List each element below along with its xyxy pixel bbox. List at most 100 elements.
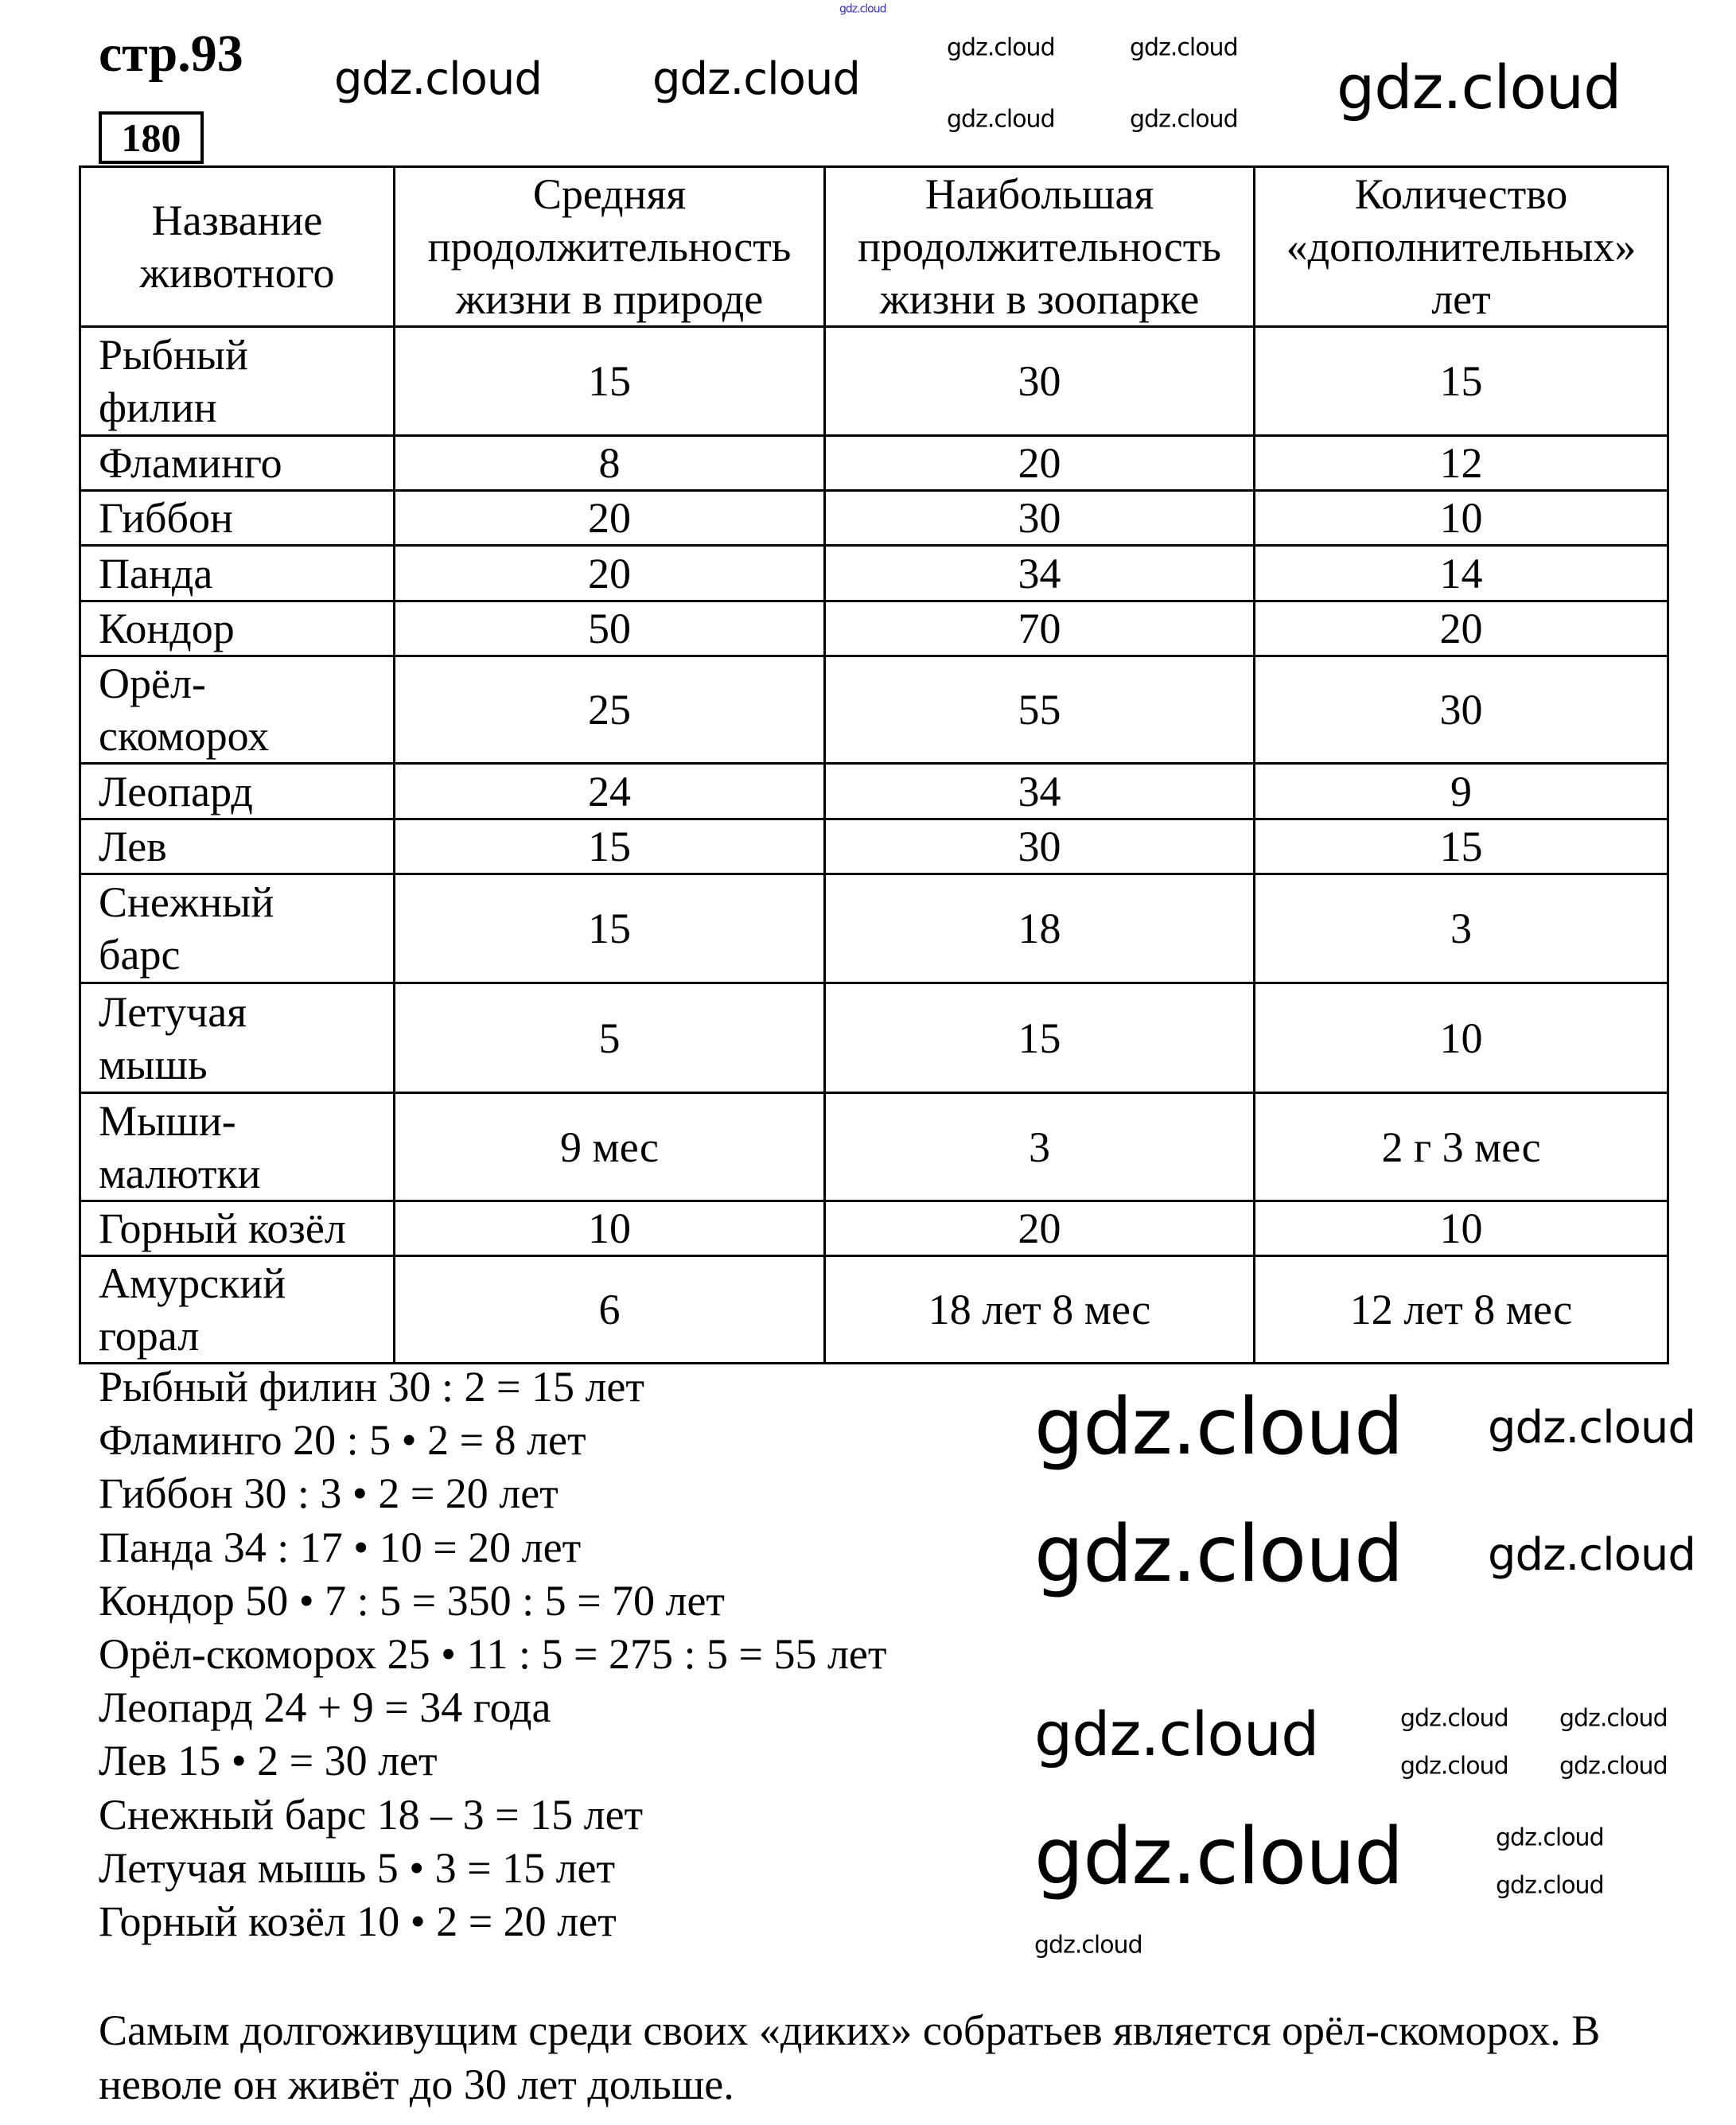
value-cell: 24 (393, 762, 826, 820)
table-header-row: Название животного Средняя продолжительн… (79, 165, 1669, 328)
watermark: gdz.cloud (1130, 33, 1239, 62)
calculation-line: Летучая мышь 5 • 3 = 15 лет (99, 1843, 616, 1892)
value-cell: 10 (1253, 1200, 1669, 1257)
watermark: gdz.cloud (947, 105, 1056, 134)
table-row: Рыбный филин 15 30 15 (79, 325, 1669, 437)
value-cell: 30 (823, 489, 1255, 547)
value-cell: 25 (393, 655, 826, 765)
animal-name-cell: Кондор (79, 600, 395, 657)
value-cell: 34 (823, 544, 1255, 602)
watermark: gdz.cloud (1496, 1823, 1605, 1852)
watermark: gdz.cloud (1488, 1529, 1696, 1582)
watermark: gdz.cloud (1400, 1752, 1509, 1781)
watermark: gdz.cloud (1130, 105, 1239, 134)
animal-name-cell: Горный козёл (79, 1200, 395, 1257)
header-cell: Количество «дополнительных» лет (1253, 165, 1669, 328)
watermark: gdz.cloud (1559, 1704, 1668, 1733)
value-cell: 12 (1253, 434, 1669, 492)
watermark: gdz.cloud (947, 33, 1056, 62)
value-cell: 18 лет 8 мес (823, 1255, 1255, 1364)
table-row: Летучая мышь 5 15 10 (79, 982, 1669, 1094)
animal-name: Мыши-​малютки (99, 1096, 261, 1197)
table-row: Мыши-​малютки 9 мес 3 2 г 3 мес (79, 1092, 1669, 1202)
calculation-line: Фламинго 20 : 5 • 2 = 8 лет (99, 1416, 586, 1465)
animal-name: Летучая мышь (99, 987, 247, 1088)
value-cell: 30 (823, 818, 1255, 875)
table-row: Лев 15 30 15 (79, 818, 1669, 875)
value-cell: 15 (823, 982, 1255, 1094)
value-cell: 10 (393, 1200, 826, 1257)
value-cell: 15 (1253, 325, 1669, 437)
animal-name-cell: Мыши-​малютки (79, 1092, 395, 1202)
animal-name: Снежный барс (99, 878, 274, 979)
value-cell: 14 (1253, 544, 1669, 602)
value-cell: 10 (1253, 489, 1669, 547)
value-cell: 15 (393, 818, 826, 875)
calculation-line: Кондор 50 • 7 : 5 = 350 : 5 = 70 лет (99, 1576, 726, 1625)
calculation-line: Рыбный филин 30 : 2 = 15 лет (99, 1363, 644, 1411)
table-row: Фламинго 8 20 12 (79, 434, 1669, 492)
value-cell: 3 (1253, 873, 1669, 984)
animal-name: Амурский горал (99, 1259, 286, 1360)
value-cell: 3 (823, 1092, 1255, 1202)
calculation-line: Горный козёл 10 • 2 = 20 лет (99, 1897, 617, 1946)
calculation-line: Гиббон 30 : 3 • 2 = 20 лет (99, 1469, 559, 1518)
calculation-line: Панда 34 : 17 • 10 = 20 лет (99, 1523, 582, 1571)
value-cell: 12 лет 8 мес (1253, 1255, 1669, 1364)
watermark: gdz.cloud (1034, 1812, 1403, 1903)
animal-name: Рыбный филин (99, 331, 248, 431)
value-cell: 15 (393, 325, 826, 437)
value-cell: 30 (823, 325, 1255, 437)
table-row: Кондор 50 70 20 (79, 600, 1669, 657)
table-row: Амурский горал 6 18 лет 8 мес 12 лет 8 мес (79, 1255, 1669, 1364)
header-cell: Название животного (79, 165, 395, 328)
watermark: gdz.cloud (1034, 1382, 1403, 1473)
animal-name-cell: Фламинго (79, 434, 395, 492)
calculation-line: Снежный барс 18 – 3 = 15 лет (99, 1790, 644, 1839)
watermark: gdz.cloud (1337, 52, 1621, 123)
value-cell: 30 (1253, 655, 1669, 765)
value-cell: 55 (823, 655, 1255, 765)
animal-name-cell: Снежный барс (79, 873, 395, 984)
animal-name: Орёл-​скоморох (99, 660, 270, 760)
watermark: gdz.cloud (1034, 1509, 1403, 1601)
calculations: Рыбный филин 30 : 2 = 15 лет Фламинго 20 … (99, 1360, 886, 1948)
task-number: 180 (99, 111, 204, 164)
calculation-line: Орёл-скоморох 25 • 11 : 5 = 275 : 5 = 55… (99, 1630, 887, 1679)
calculation-line: Леопард 24 + 9 = 34 года (99, 1683, 551, 1732)
conclusion: Самым долгоживущим среди своих «диких» с… (99, 2006, 1601, 2108)
watermark: gdz.cloud (839, 2, 886, 16)
watermark: gdz.cloud (1559, 1752, 1668, 1781)
value-cell: 6 (393, 1255, 826, 1364)
watermark: gdz.cloud (1488, 1402, 1696, 1454)
watermark: gdz.cloud (1496, 1871, 1605, 1900)
calculation-line: Лев 15 • 2 = 30 лет (99, 1737, 438, 1785)
value-cell: 15 (1253, 818, 1669, 875)
table-row: Гиббон 20 30 10 (79, 489, 1669, 547)
page-number: стр.93 (99, 25, 243, 83)
watermark: gdz.cloud (334, 53, 543, 106)
table-row: Леопард 24 34 9 (79, 762, 1669, 820)
value-cell: 5 (393, 982, 826, 1094)
watermark: gdz.cloud (1034, 1699, 1319, 1770)
lifespan-table: Название животного Средняя продолжительн… (79, 165, 1669, 1364)
watermark: gdz.cloud (652, 53, 861, 106)
value-cell: 9 (1253, 762, 1669, 820)
value-cell: 20 (393, 544, 826, 602)
header-cell: Средняя продолжительность жизни в природ… (393, 165, 826, 328)
animal-name-cell: Орёл-​скоморох (79, 655, 395, 765)
value-cell: 34 (823, 762, 1255, 820)
value-cell: 50 (393, 600, 826, 657)
animal-name-cell: Амурский горал (79, 1255, 395, 1364)
value-cell: 20 (823, 1200, 1255, 1257)
animal-name-cell: Лев (79, 818, 395, 875)
table-row: Снежный барс 15 18 3 (79, 873, 1669, 984)
animal-name-cell: Панда (79, 544, 395, 602)
value-cell: 20 (393, 489, 826, 547)
table-row: Панда 20 34 14 (79, 544, 1669, 602)
animal-name-cell: Летучая мышь (79, 982, 395, 1094)
value-cell: 20 (1253, 600, 1669, 657)
animal-name-cell: Рыбный филин (79, 325, 395, 437)
watermark: gdz.cloud (1400, 1704, 1509, 1733)
animal-name-cell: Гиббон (79, 489, 395, 547)
